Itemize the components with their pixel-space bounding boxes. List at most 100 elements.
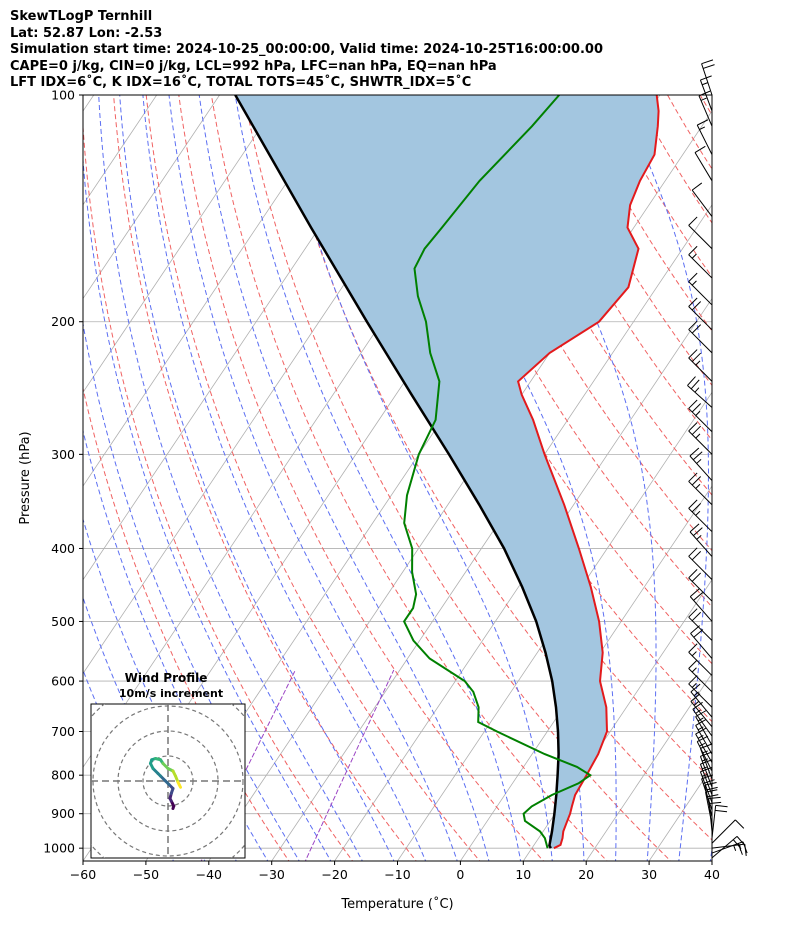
wind-barb-staff bbox=[691, 189, 713, 217]
wind-barb-flag bbox=[691, 301, 702, 311]
wind-barb-flag bbox=[700, 743, 712, 749]
wind-barb-half-flag bbox=[697, 734, 704, 739]
dry-adiabat-line bbox=[83, 386, 290, 861]
wind-barb-flag bbox=[691, 476, 702, 486]
isotherm-line bbox=[711, 860, 712, 861]
wind-barb-flag bbox=[691, 425, 702, 435]
dry-adiabat-line bbox=[178, 95, 545, 861]
wind-barb-flag bbox=[691, 403, 702, 413]
wind-barb-flag bbox=[688, 399, 698, 409]
dry-adiabat-line bbox=[113, 95, 417, 861]
hodograph-inset: Wind Profile 10m/s increment bbox=[90, 671, 246, 859]
wind-barb bbox=[688, 643, 713, 676]
wind-barb-half-flag bbox=[691, 651, 697, 657]
wind-barb-flag bbox=[688, 422, 698, 432]
wind-barb-half-flag bbox=[694, 387, 700, 393]
wind-barb-half-flag bbox=[701, 82, 708, 86]
wind-barb bbox=[689, 588, 713, 622]
wind-barb bbox=[689, 447, 713, 481]
wind-barb-half-flag bbox=[697, 726, 704, 731]
wind-barb-staff bbox=[694, 152, 713, 182]
wind-barb bbox=[699, 75, 713, 112]
wind-barb-staff bbox=[698, 95, 713, 127]
moist-adiabat-line bbox=[234, 95, 522, 861]
wind-barb-half-flag bbox=[695, 510, 701, 516]
wind-barb-flag bbox=[691, 550, 702, 561]
wind-barb-staff bbox=[688, 481, 713, 506]
wind-barb-half-flag bbox=[695, 483, 701, 489]
y-tick-label: 600 bbox=[51, 674, 75, 689]
moist-adiabat-line bbox=[83, 428, 269, 861]
wind-barb-flag bbox=[700, 767, 712, 773]
wind-barb-flag bbox=[695, 727, 707, 735]
dry-adiabat-line bbox=[755, 78, 794, 864]
wind-barb bbox=[701, 59, 715, 96]
moist-adiabat-line bbox=[495, 95, 657, 861]
wind-barb-flag bbox=[693, 629, 704, 638]
wind-barb bbox=[689, 523, 713, 557]
wind-barb-staff bbox=[699, 763, 713, 796]
dry-adiabat-line bbox=[145, 95, 481, 861]
hodograph-rings bbox=[91, 704, 245, 858]
wind-barb-flag bbox=[689, 588, 700, 597]
wind-barb-staff bbox=[699, 771, 713, 803]
dry-adiabat-line bbox=[634, 95, 712, 224]
wind-barb bbox=[695, 719, 713, 755]
wind-barb-half-flag bbox=[700, 97, 707, 101]
wind-barb bbox=[688, 499, 713, 533]
wind-barb bbox=[688, 608, 713, 641]
wind-barb-flag bbox=[691, 352, 702, 362]
moist-adiabat-line bbox=[403, 95, 617, 861]
hodograph-subtitle: 10m/s increment bbox=[119, 687, 223, 700]
wind-barb-staff bbox=[689, 596, 713, 622]
wind-barb-flag bbox=[691, 324, 702, 334]
wind-barb-flag bbox=[691, 182, 703, 191]
wind-barb-flag bbox=[688, 320, 698, 330]
wind-barb bbox=[688, 349, 713, 382]
wind-barb bbox=[688, 659, 713, 693]
isotherm-line bbox=[397, 391, 712, 861]
wind-barb bbox=[688, 675, 713, 708]
isotherm-line bbox=[522, 579, 712, 861]
y-tick-label: 100 bbox=[51, 88, 75, 103]
wind-barb-flag bbox=[689, 447, 700, 457]
wind-barb-flag bbox=[688, 659, 698, 669]
wind-barb-half-flag bbox=[693, 691, 700, 697]
wind-barb bbox=[696, 119, 713, 155]
y-tick-label: 1000 bbox=[43, 841, 75, 856]
chart-time-info: Simulation start time: 2024-10-25_00:00:… bbox=[10, 42, 603, 57]
wind-barb-half-flag bbox=[691, 682, 697, 688]
wind-barb-flag bbox=[688, 272, 698, 282]
chart-cape-info: CAPE=0 j/kg, CIN=0 j/kg, LCL=992 hPa, LF… bbox=[10, 58, 497, 74]
wind-barb-flag bbox=[715, 809, 728, 813]
x-tick-label: 20 bbox=[578, 867, 594, 882]
moist-adiabat-line bbox=[98, 95, 363, 861]
wind-barb-half-flag bbox=[695, 410, 701, 416]
cape-shading bbox=[235, 95, 659, 849]
moist-adiabat-line bbox=[618, 95, 709, 861]
wind-barb-flag bbox=[688, 216, 698, 226]
wind-barb-flag bbox=[702, 64, 715, 69]
wind-barb bbox=[711, 843, 747, 857]
x-tick-label: 0 bbox=[456, 867, 464, 882]
dry-adiabat-line bbox=[406, 95, 712, 608]
x-tick-label: 30 bbox=[641, 867, 657, 882]
wind-barb bbox=[688, 297, 713, 331]
wind-barb-flag bbox=[705, 786, 718, 791]
wind-barb-staff bbox=[687, 385, 713, 408]
moist-adiabat-line bbox=[198, 95, 490, 861]
moist-adiabat-line bbox=[83, 321, 300, 861]
wind-barb-flag bbox=[688, 569, 698, 579]
wind-barb-flag bbox=[688, 608, 698, 618]
wind-barb bbox=[690, 683, 713, 718]
moist-adiabat-line bbox=[168, 95, 458, 861]
profiles bbox=[234, 95, 660, 850]
x-tick-label: −40 bbox=[196, 867, 222, 882]
dry-adiabat-line bbox=[438, 95, 712, 552]
dry-adiabat-line bbox=[243, 95, 672, 861]
x-tick-label: −30 bbox=[259, 867, 285, 882]
wind-barb-half-flag bbox=[695, 360, 701, 366]
moist-adiabat-line bbox=[119, 95, 395, 861]
chart-index-info: LFT IDX=6˚C, K IDX=16˚C, TOTAL TOTS=45˚C… bbox=[10, 75, 472, 90]
y-tick-label: 800 bbox=[51, 768, 75, 783]
